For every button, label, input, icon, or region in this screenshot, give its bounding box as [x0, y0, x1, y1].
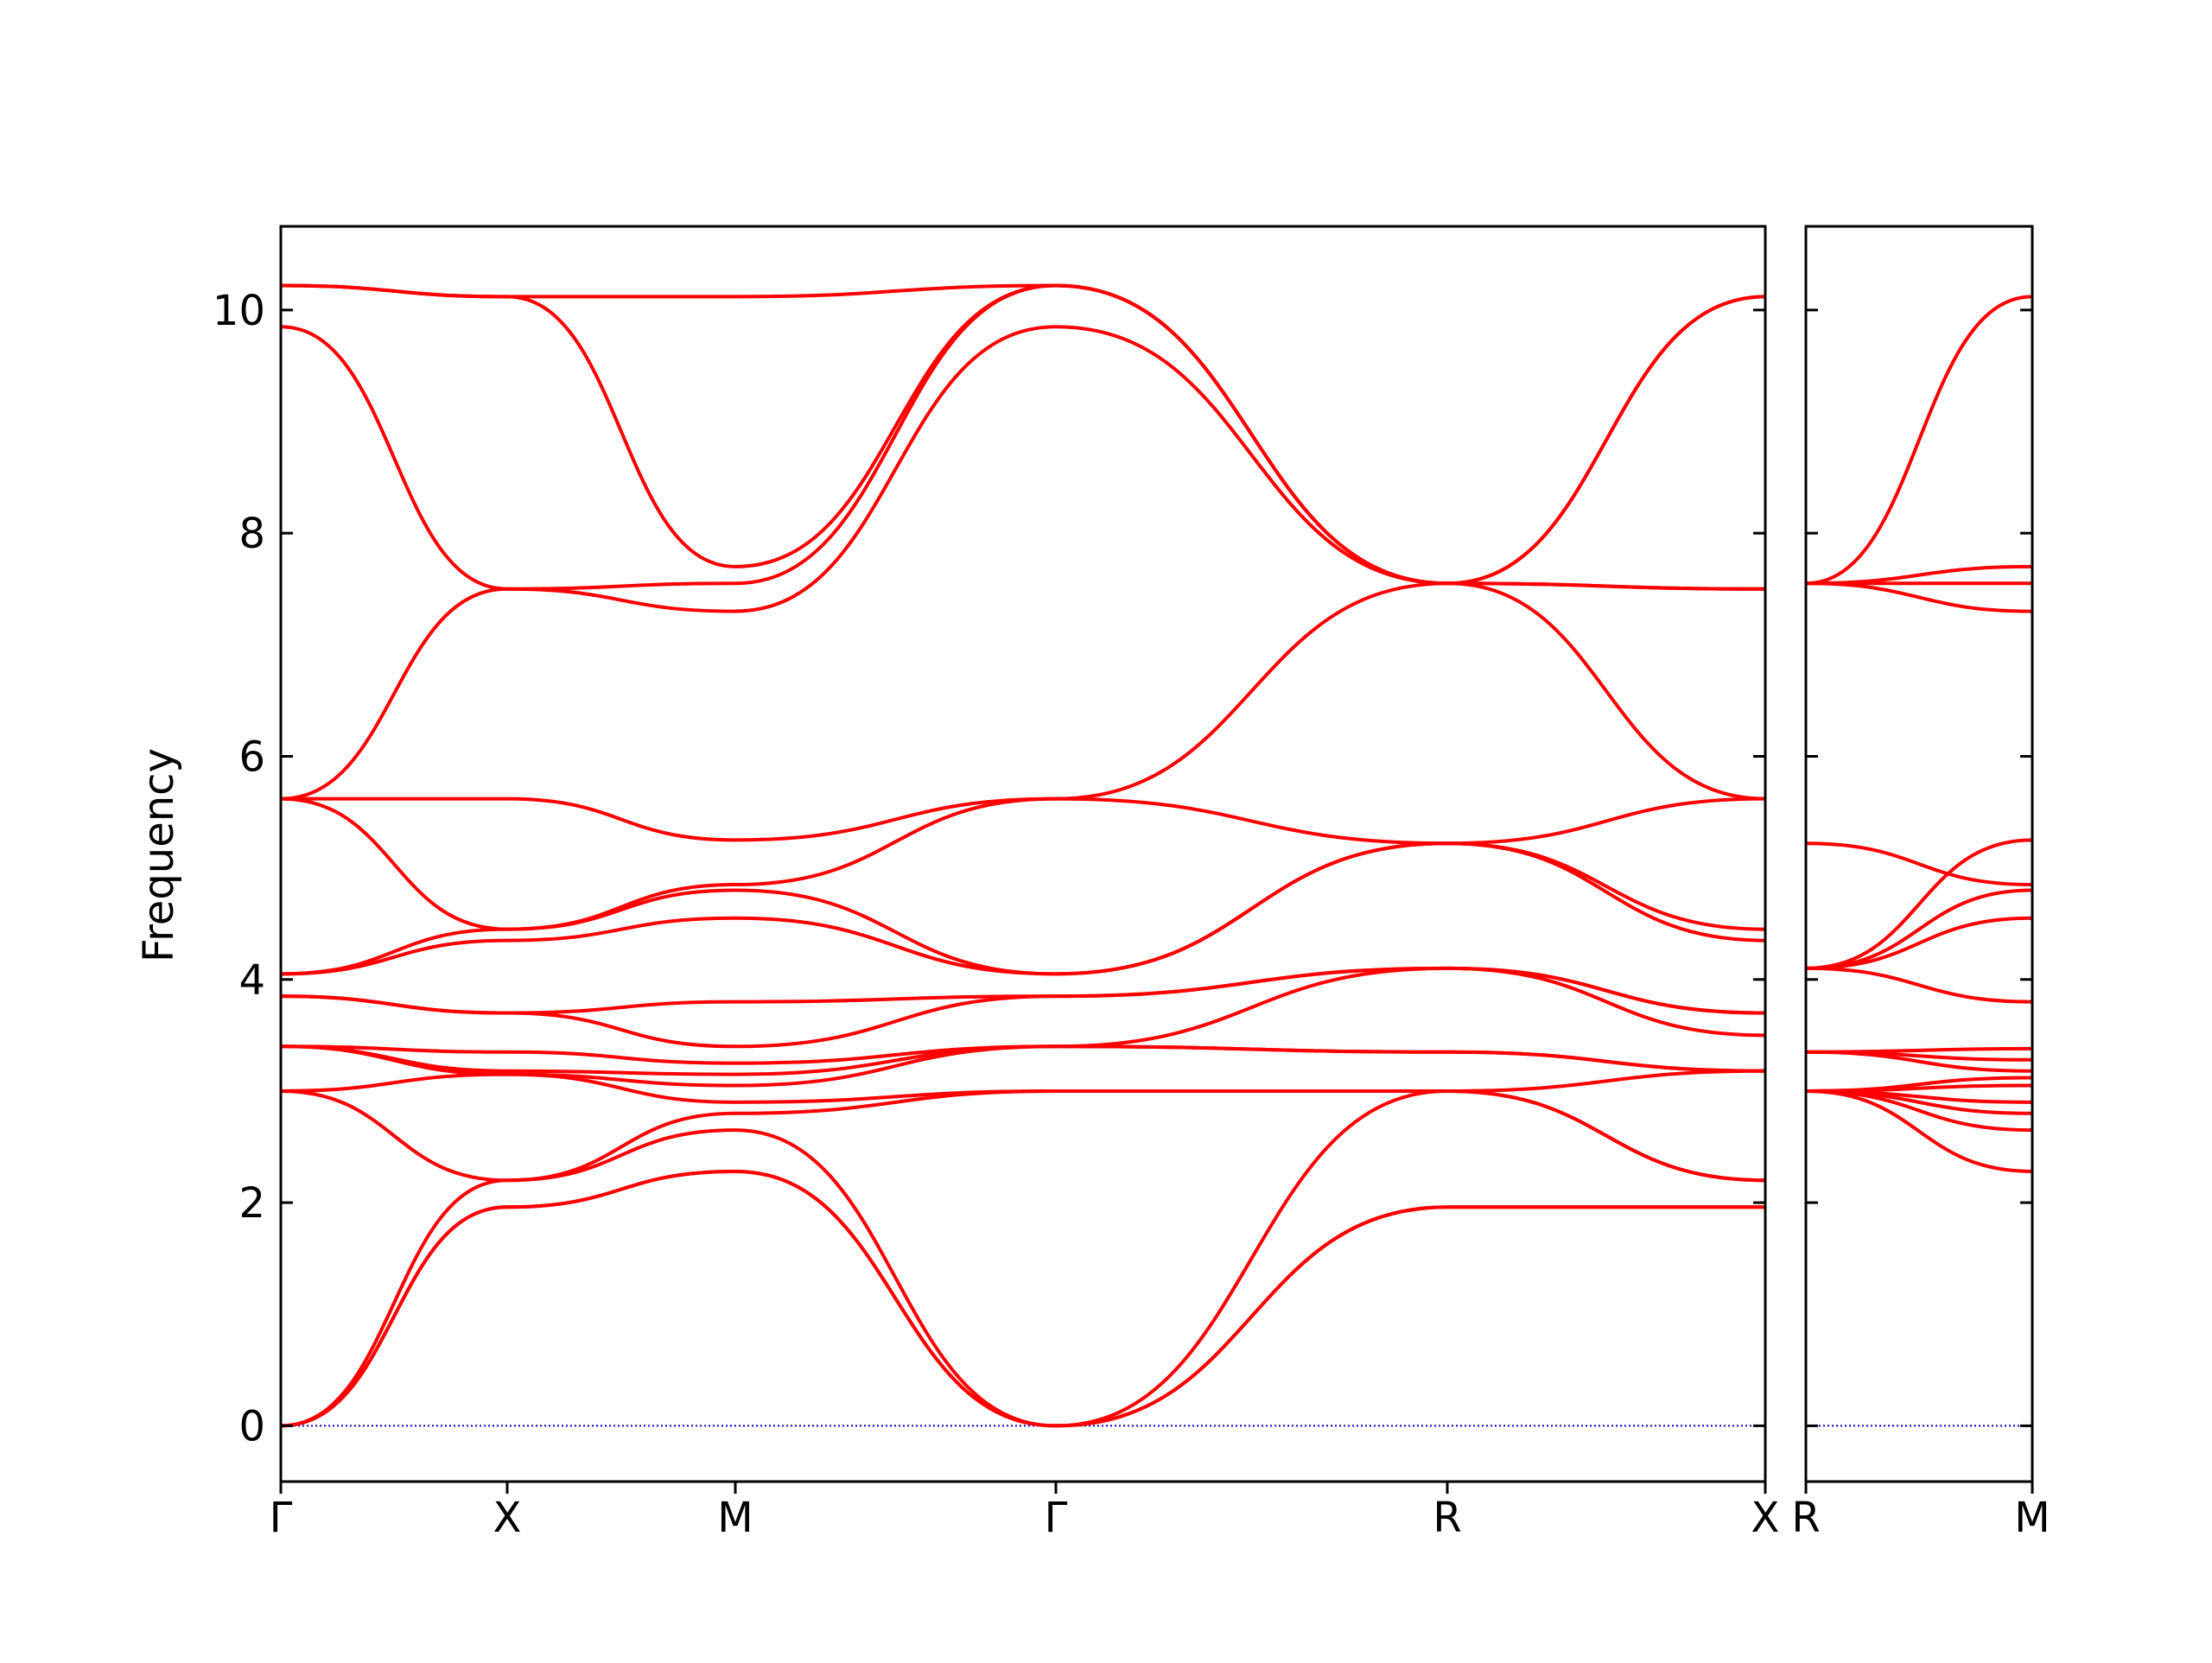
band-line-main-4	[280, 1089, 1766, 1183]
band-line-right-1	[1805, 1089, 2033, 1173]
y-tick-label: 4	[238, 956, 265, 1005]
x-tick-label: Γ	[270, 1494, 293, 1542]
y-tick-label: 8	[238, 510, 265, 558]
band-line-main-2	[280, 1169, 1765, 1428]
main-panel: 0 2 4 6 8 10 Γ X M Γ R X	[213, 225, 1780, 1542]
x-tick-label: M	[2014, 1494, 2050, 1542]
y-tick-label: 0	[238, 1402, 265, 1450]
band-line-right-12	[1805, 888, 2033, 970]
x-tick-label: Γ	[1045, 1494, 1068, 1542]
band-line-right-13	[1805, 841, 2033, 887]
y-axis-label: Frequency	[135, 748, 183, 962]
band-line-main-10	[280, 966, 1766, 1015]
band-line-main-7	[280, 1044, 1766, 1076]
x-tick-label: X	[493, 1494, 522, 1542]
band-line-right-18	[1805, 295, 2033, 586]
x-tick-label: R	[1433, 1494, 1461, 1542]
band-line-right-14	[1805, 838, 2033, 970]
band-line-right-17	[1805, 564, 2033, 586]
y-tick-label: 10	[213, 287, 265, 335]
band-line-main-8	[280, 966, 1766, 1065]
band-line-main-13	[280, 797, 1766, 931]
y-tick-label: 2	[238, 1179, 265, 1228]
band-line-right-10	[1805, 966, 2033, 1004]
x-tick-label: M	[717, 1494, 753, 1542]
x-tick-label: X	[1751, 1494, 1780, 1542]
plot-frame-right	[1804, 225, 2034, 1483]
y-tick-label: 6	[238, 733, 265, 781]
band-line-main-18	[280, 283, 1766, 586]
band-line-right-6	[1805, 1076, 2033, 1093]
band-line-main-14	[280, 581, 1766, 842]
band-line-right-9	[1805, 1046, 2033, 1054]
x-tick-label: R	[1791, 1494, 1820, 1542]
plot-frame-main	[279, 225, 1767, 1483]
